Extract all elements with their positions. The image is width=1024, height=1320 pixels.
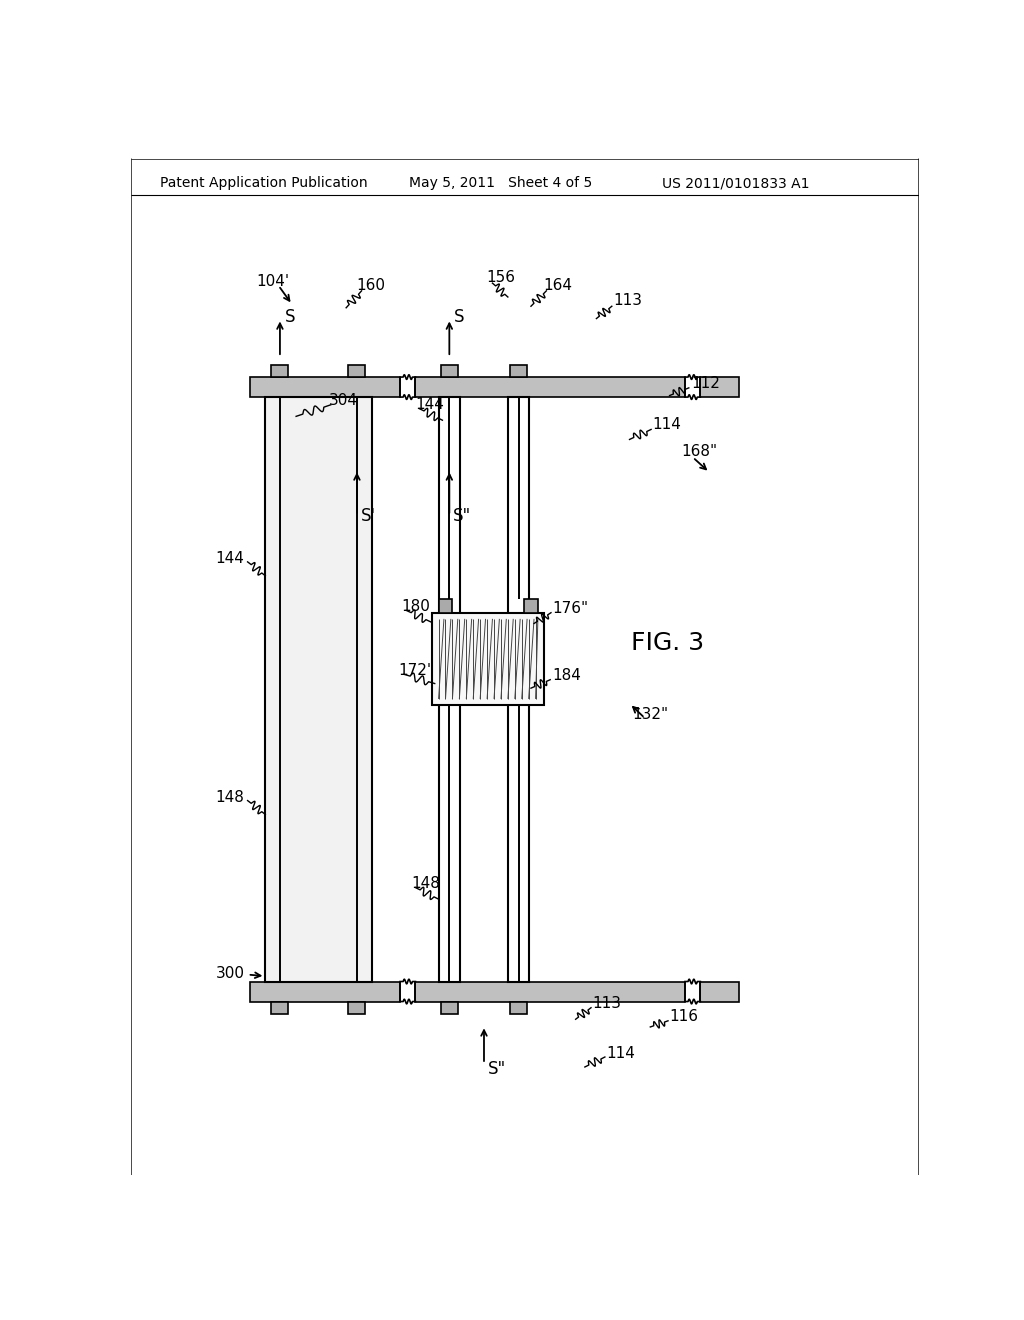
Text: Patent Application Publication: Patent Application Publication [160,176,368,190]
Bar [441,364,458,378]
Bar [700,982,739,1002]
Text: S: S [285,308,295,326]
Text: 114: 114 [606,1045,635,1061]
Text: 172": 172" [398,663,434,678]
Text: 144: 144 [416,397,444,412]
Text: 113: 113 [613,293,642,309]
Text: 184: 184 [553,668,582,684]
Bar [438,397,460,982]
Text: 114: 114 [652,417,682,432]
Bar [438,599,453,612]
Bar [508,397,529,982]
Text: 116: 116 [670,1010,698,1024]
Bar [510,1002,527,1014]
Text: 160: 160 [356,279,385,293]
Bar [700,378,739,397]
Text: FIG. 3: FIG. 3 [631,631,705,656]
Bar [416,982,685,1002]
Text: 148: 148 [216,789,245,805]
Bar [348,364,366,378]
Text: 304: 304 [330,393,358,408]
Text: S": S" [487,1060,506,1078]
Bar [524,599,538,612]
Bar [510,364,527,378]
Bar [441,1002,458,1014]
Text: 180: 180 [401,599,430,614]
Bar [348,1002,366,1014]
Bar [416,378,685,397]
Text: May 5, 2011   Sheet 4 of 5: May 5, 2011 Sheet 4 of 5 [410,176,593,190]
Text: 112: 112 [691,376,720,391]
Text: 164: 164 [544,279,572,293]
Bar [250,378,400,397]
Text: S': S' [360,507,376,524]
Text: 176": 176" [553,602,589,616]
Text: 132": 132" [633,706,669,722]
Text: 144: 144 [216,552,245,566]
Bar [271,1002,289,1014]
Bar [250,982,400,1002]
Bar [432,612,544,705]
Text: 104': 104' [256,275,289,289]
Text: S: S [454,308,465,326]
Text: 156: 156 [486,271,515,285]
Text: 113: 113 [593,997,622,1011]
Text: 168": 168" [681,444,717,458]
Text: 148: 148 [412,876,440,891]
Bar [271,364,289,378]
Text: 300: 300 [215,965,245,981]
Text: S": S" [454,507,471,524]
Text: US 2011/0101833 A1: US 2011/0101833 A1 [662,176,809,190]
Bar [265,397,372,982]
